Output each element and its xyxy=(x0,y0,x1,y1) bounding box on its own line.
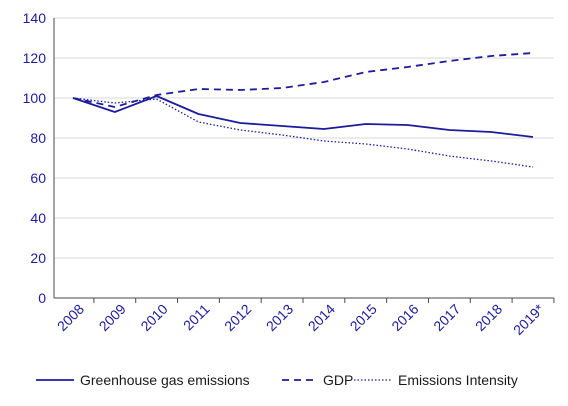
y-tick-label: 140 xyxy=(23,10,47,26)
legend-label: Emissions Intensity xyxy=(398,372,518,388)
x-tick-label: 2011 xyxy=(180,301,213,334)
y-tick-label: 120 xyxy=(23,50,47,66)
y-tick-label: 20 xyxy=(30,250,46,266)
x-tick-label: 2015 xyxy=(347,301,380,334)
y-tick-label: 60 xyxy=(30,170,46,186)
x-tick-label: 2014 xyxy=(305,301,338,334)
legend-label: GDP xyxy=(323,372,353,388)
y-tick-label: 0 xyxy=(38,290,46,306)
legend: Greenhouse gas emissions GDP Emissions Int… xyxy=(36,372,518,388)
series-line-gdp xyxy=(72,52,534,108)
x-tick-label: 2009 xyxy=(96,301,129,334)
y-tick-label: 40 xyxy=(30,210,46,226)
series-layer xyxy=(72,52,534,168)
x-tick-label: 2008 xyxy=(54,301,87,334)
grid-layer xyxy=(54,17,554,259)
series-line-emissions-intensity xyxy=(72,97,534,168)
y-tick-label: 100 xyxy=(23,90,47,106)
x-tick-label: 2016 xyxy=(388,301,421,334)
axis-layer: 0 20 40 60 80 100 120 140 2008 2009 2010 2011 2012 20… xyxy=(23,10,555,338)
y-tick-label: 80 xyxy=(30,130,46,146)
series-line-greenhouse-gas-emissions xyxy=(72,95,534,138)
x-tick-label: 2012 xyxy=(221,301,254,334)
x-tick-label: 2019* xyxy=(510,300,548,338)
x-tick-label: 2017 xyxy=(430,301,463,334)
x-tick-label: 2010 xyxy=(137,301,170,334)
legend-label: Greenhouse gas emissions xyxy=(80,372,250,388)
x-tick-label: 2013 xyxy=(263,301,296,334)
x-tick-label: 2018 xyxy=(472,301,505,334)
